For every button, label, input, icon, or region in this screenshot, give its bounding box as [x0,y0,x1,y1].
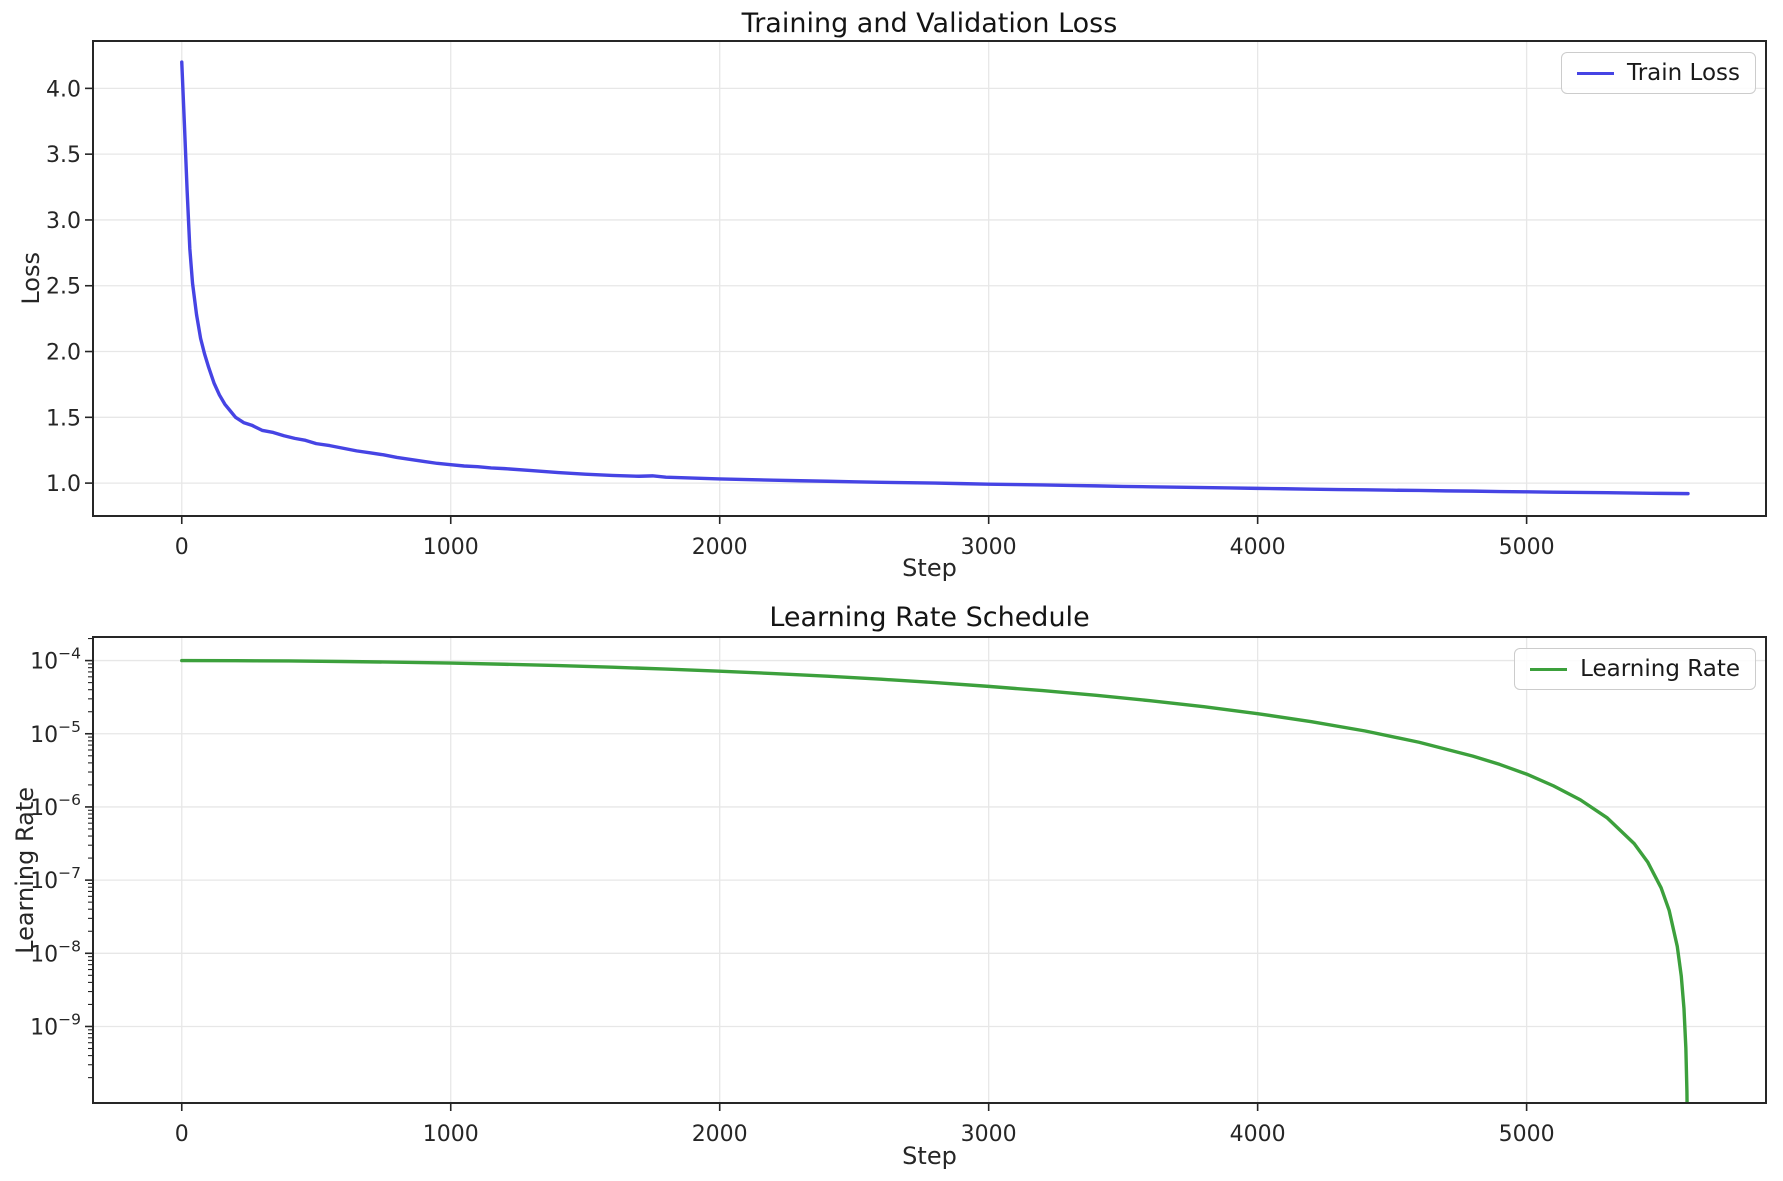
y-tick-label: 10−4 [30,645,81,675]
x-tick-label: 4000 [1230,535,1286,560]
x-tick-label: 5000 [1499,535,1555,560]
train-loss-line-swatch [1577,71,1615,75]
x-tick-label: 2000 [692,535,748,560]
x-tick-label: 4000 [1230,1122,1286,1147]
y-tick-label: 10−7 [30,864,81,894]
loss-legend: Train Loss [1561,52,1756,94]
axes-frame [92,636,1767,1104]
learning-rate-line-swatch [1530,667,1568,671]
x-tick-label: 2000 [692,1122,748,1147]
learning-rate-line [180,658,1689,1103]
lr-legend: Learning Rate [1514,648,1756,690]
x-tick-label: 5000 [1499,1122,1555,1147]
y-tick-label: 2.0 [46,341,81,366]
loss-y-axis-label: Loss [17,252,45,305]
lr-x-axis-label: Step [902,1142,957,1170]
loss-y-axis-label-wrap: Loss [8,41,54,516]
y-tick-label: 10−8 [30,937,81,967]
x-tick-label: 0 [175,1122,189,1147]
lr-chart-title: Learning Rate Schedule [769,602,1090,633]
loss-chart-title: Training and Validation Loss [741,8,1118,39]
lr-y-axis-label: Learning Rate [11,786,39,954]
train-loss-line [180,60,1690,496]
x-tick-label: 1000 [423,1122,479,1147]
y-tick-label: 1.0 [46,472,81,497]
x-tick-label: 3000 [961,1122,1017,1147]
x-tick-label: 3000 [961,535,1017,560]
x-tick-label: 0 [175,535,189,560]
loss-x-axis-label: Step [902,554,957,582]
y-tick-label: 3.0 [46,209,81,234]
axes-frame [92,40,1767,517]
y-tick-label: 1.5 [46,406,81,431]
x-tick-label: 1000 [423,535,479,560]
y-tick-label: 2.5 [46,275,81,300]
learning-rate-legend-label: Learning Rate [1580,656,1740,682]
train-loss-legend-label: Train Loss [1627,60,1740,86]
y-tick-label: 10−6 [30,791,81,821]
y-tick-label: 3.5 [46,143,81,168]
y-tick-label: 10−5 [30,718,81,748]
y-tick-label: 4.0 [46,77,81,102]
y-tick-label: 10−9 [30,1010,81,1040]
lr-y-axis-label-wrap: Learning Rate [2,637,48,1103]
